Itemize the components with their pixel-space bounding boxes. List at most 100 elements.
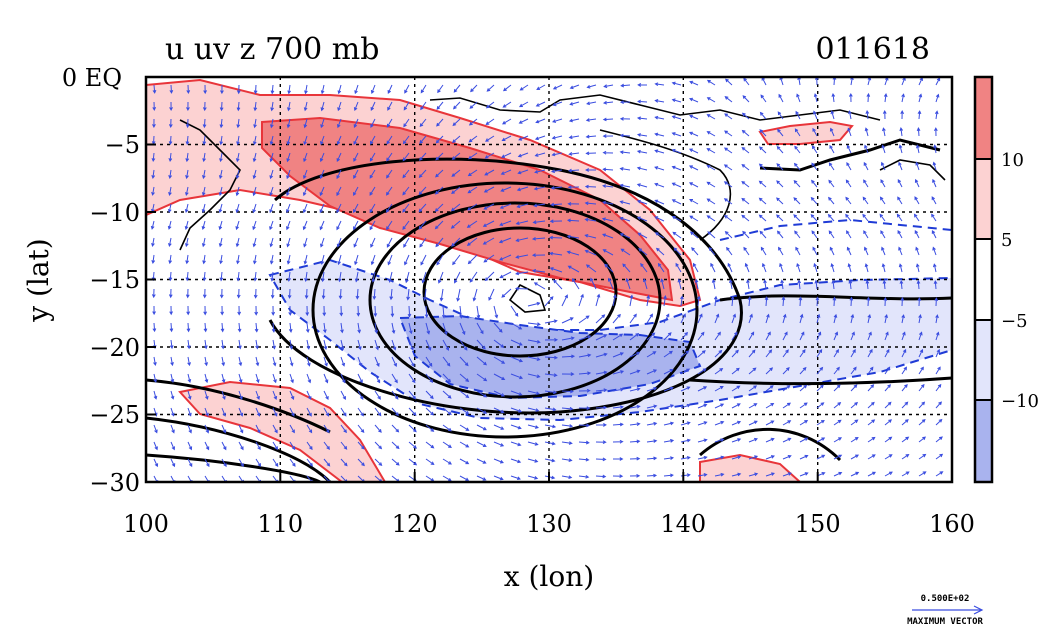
wind-vector [677,278,682,290]
wind-vector [391,373,398,384]
wind-vector [914,196,920,205]
wind-vector [303,169,308,180]
positive-u-region-southwest [178,380,387,482]
wind-vector [485,101,495,109]
wind-vector [468,118,478,126]
wind-vector [510,339,523,346]
wind-vector [646,369,658,375]
wind-vector [337,271,342,283]
wind-vector [741,146,750,154]
wind-vector [935,314,939,324]
wind-vector [706,198,716,205]
wind-vector [236,271,241,282]
wind-vector [657,262,665,273]
wind-vector [765,385,774,392]
wind-vector [374,424,382,433]
wind-vector [289,424,295,434]
wind-vector [320,237,325,248]
wind-vector [680,295,684,307]
wind-vector [629,439,641,444]
wind-vector [608,277,614,290]
wind-vector [185,288,190,299]
wind-vector [619,216,631,222]
wind-vector [827,213,835,222]
wind-vector [374,407,382,417]
wind-vector [476,322,484,335]
wind-vector [527,301,541,307]
wind-vector [499,220,512,226]
wind-vector [629,294,634,307]
wind-vector [502,101,512,108]
wind-vector [814,279,819,290]
wind-vector [372,288,377,300]
wind-vector [867,401,875,409]
wind-vector [636,216,648,222]
reference-vector-label: 0.500E+02 [921,594,970,604]
wind-vector [916,144,920,154]
wind-vector [238,407,244,417]
wind-vector [810,214,818,222]
wind-vector [850,454,860,460]
wind-vector [272,458,279,467]
wind-vector [612,387,625,392]
wind-vector [168,169,172,180]
wind-vector [442,356,451,367]
wind-vector [482,237,495,245]
wind-vector [221,373,226,384]
colorbar-band [975,239,992,320]
wind-vector [287,271,292,282]
wind-vectors [150,77,944,482]
wind-vector [629,351,641,358]
wind-vector [185,237,189,248]
wind-vector [613,457,624,461]
wind-vector [867,419,876,426]
wind-vector [386,169,393,179]
wind-vector [586,84,597,89]
wind-vector [741,180,750,188]
wind-vector [714,403,725,409]
colorbar-band [975,77,992,159]
wind-vector [185,169,189,180]
wind-vector [357,322,361,334]
wind-vector [680,421,691,426]
wind-vector [748,385,758,392]
wind-vector [758,197,767,205]
wind-vector [867,436,876,443]
wind-vector [485,118,495,125]
wind-vector [468,135,478,143]
wind-vector [584,249,597,256]
wind-vector [357,373,363,384]
wind-vector [493,390,505,397]
wind-vector [442,441,452,448]
wind-vector [828,196,835,205]
wind-vector [423,288,427,302]
wind-vector [533,282,546,290]
wind-vector [604,263,614,273]
wind-vector [846,230,852,239]
wind-vector [846,161,852,171]
wind-vector [386,118,393,128]
wind-vector [629,456,641,461]
wind-vector [867,471,876,477]
wind-vector [584,234,597,239]
wind-vector [269,169,274,180]
wind-vector [595,423,607,427]
wind-vector [688,165,699,171]
wind-vector [622,263,631,273]
wind-vector [435,152,444,161]
wind-vector [510,407,523,413]
wind-vector [272,373,277,384]
wind-vector [901,419,909,426]
wind-vector [437,84,444,94]
wind-vector [706,215,716,222]
wind-vector [629,404,641,409]
wind-vector [935,366,941,375]
wind-vector [901,471,910,477]
negative-u-contour-northeast [719,218,952,241]
wind-vector [170,441,175,451]
wind-vector [286,169,291,180]
wind-vector [425,373,434,384]
wind-vector [253,288,258,299]
wind-vector [585,264,597,273]
wind-vector [356,305,361,317]
